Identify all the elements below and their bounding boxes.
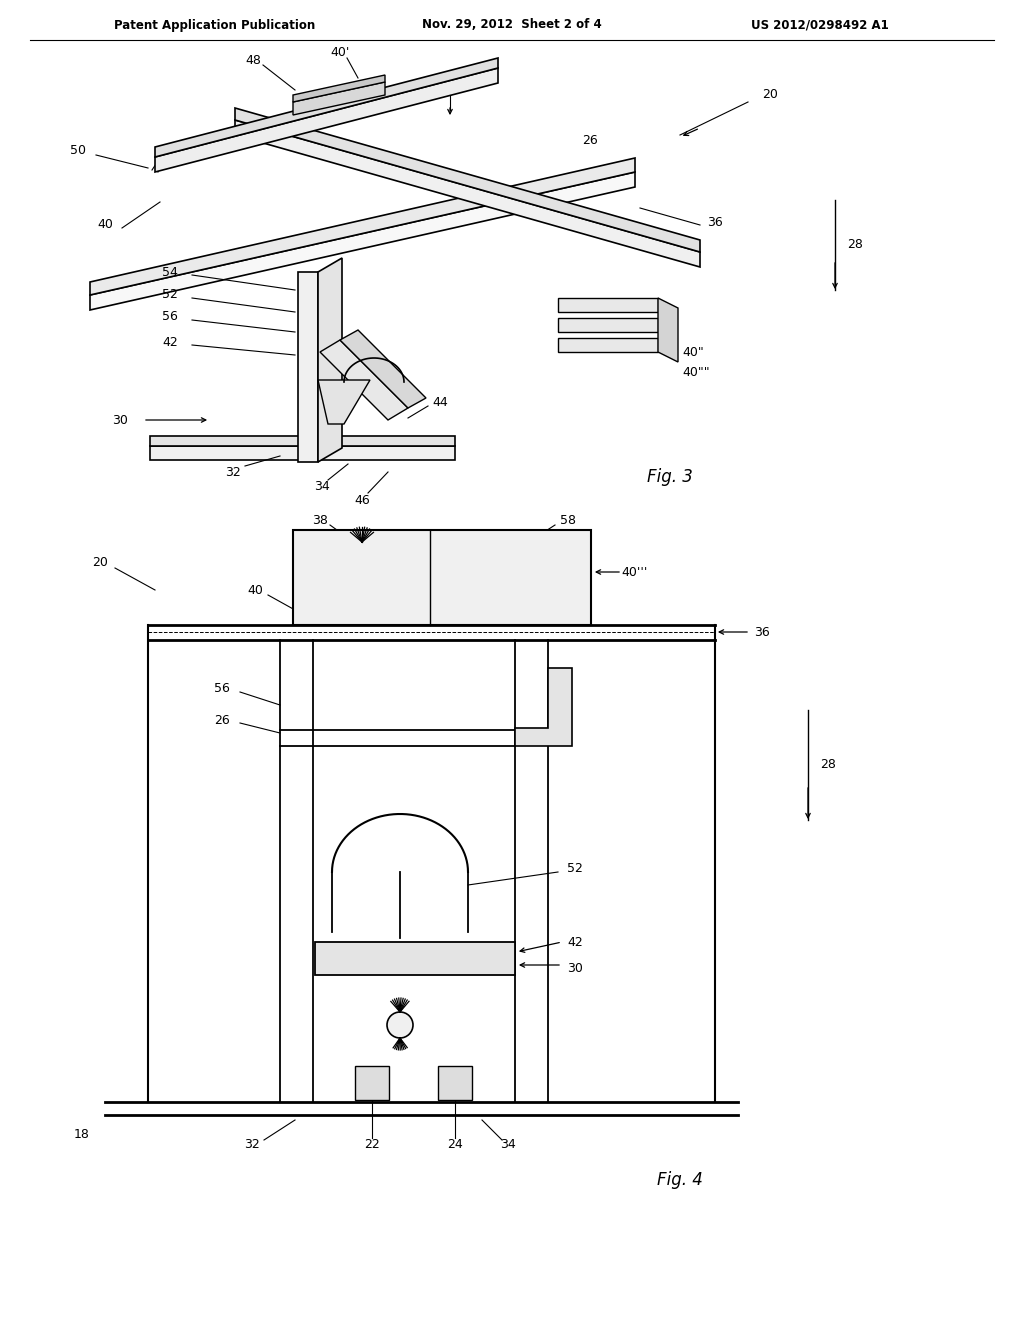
Polygon shape [558, 338, 658, 352]
Bar [438, 1067, 472, 1100]
Polygon shape [90, 172, 635, 310]
Text: 30: 30 [567, 961, 583, 974]
Polygon shape [558, 318, 658, 333]
Text: 20: 20 [762, 88, 778, 102]
Polygon shape [293, 82, 385, 115]
Text: 38: 38 [447, 75, 463, 88]
Polygon shape [150, 436, 455, 446]
Polygon shape [558, 298, 658, 312]
Text: 26: 26 [214, 714, 229, 726]
Text: 42: 42 [162, 335, 178, 348]
Text: 40": 40" [682, 346, 703, 359]
Text: Patent Application Publication: Patent Application Publication [115, 18, 315, 32]
Polygon shape [90, 158, 635, 294]
Polygon shape [150, 446, 455, 459]
Text: 58: 58 [560, 513, 575, 527]
Text: 50: 50 [70, 144, 86, 157]
Polygon shape [658, 298, 678, 362]
Text: 44: 44 [432, 396, 447, 409]
Polygon shape [319, 341, 408, 420]
Polygon shape [234, 120, 700, 267]
FancyBboxPatch shape [293, 531, 591, 624]
Text: Fig. 4: Fig. 4 [657, 1171, 702, 1189]
Text: 52: 52 [567, 862, 583, 874]
Text: 26: 26 [582, 133, 598, 147]
Polygon shape [318, 257, 342, 462]
Polygon shape [515, 668, 572, 746]
Text: 40: 40 [247, 583, 263, 597]
Text: Nov. 29, 2012  Sheet 2 of 4: Nov. 29, 2012 Sheet 2 of 4 [422, 18, 602, 32]
Text: 36: 36 [708, 215, 723, 228]
Bar [315, 942, 515, 975]
Bar [355, 1067, 389, 1100]
Polygon shape [340, 330, 426, 408]
Text: 34: 34 [314, 480, 330, 494]
Text: 30: 30 [112, 413, 128, 426]
Text: 38: 38 [312, 513, 328, 527]
Text: 40"": 40"" [682, 366, 710, 379]
Polygon shape [155, 69, 498, 172]
Text: 42: 42 [567, 936, 583, 949]
Text: 56: 56 [162, 310, 178, 323]
Text: 22: 22 [365, 1138, 380, 1151]
Text: 18: 18 [74, 1129, 90, 1142]
Text: 32: 32 [225, 466, 241, 479]
Polygon shape [298, 272, 318, 462]
Text: 34: 34 [500, 1138, 516, 1151]
Text: 28: 28 [847, 239, 863, 252]
Text: US 2012/0298492 A1: US 2012/0298492 A1 [752, 18, 889, 32]
Polygon shape [293, 75, 385, 102]
Text: 46: 46 [354, 494, 370, 507]
Text: 32: 32 [244, 1138, 260, 1151]
Text: 40': 40' [331, 45, 349, 58]
Text: 40: 40 [97, 219, 113, 231]
Text: 52: 52 [162, 289, 178, 301]
Polygon shape [155, 58, 498, 157]
Text: 48: 48 [245, 54, 261, 66]
Text: 56: 56 [214, 681, 230, 694]
Text: 20: 20 [92, 556, 108, 569]
Polygon shape [318, 380, 370, 424]
Text: 54: 54 [162, 265, 178, 279]
Text: 36: 36 [754, 626, 770, 639]
Text: 24: 24 [447, 1138, 463, 1151]
Text: 28: 28 [820, 759, 836, 771]
Text: Fig. 3: Fig. 3 [647, 469, 693, 486]
Circle shape [387, 1012, 413, 1038]
Polygon shape [234, 108, 700, 252]
Text: 40''': 40''' [622, 565, 648, 578]
